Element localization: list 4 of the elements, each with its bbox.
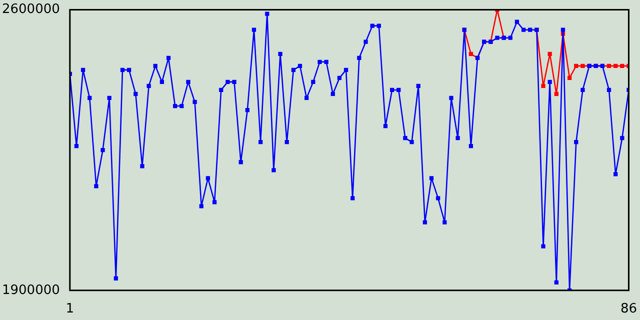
x-tick-label: 86 xyxy=(620,302,637,317)
y-tick-label: 1900000 xyxy=(2,282,60,298)
x-tick-label: 1 xyxy=(66,302,74,317)
y-tick-label: 2600000 xyxy=(2,2,60,18)
